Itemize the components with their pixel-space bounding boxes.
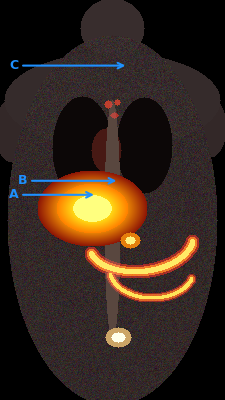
Text: A: A [9,188,19,201]
Text: C: C [9,59,18,72]
Text: B: B [18,174,27,187]
